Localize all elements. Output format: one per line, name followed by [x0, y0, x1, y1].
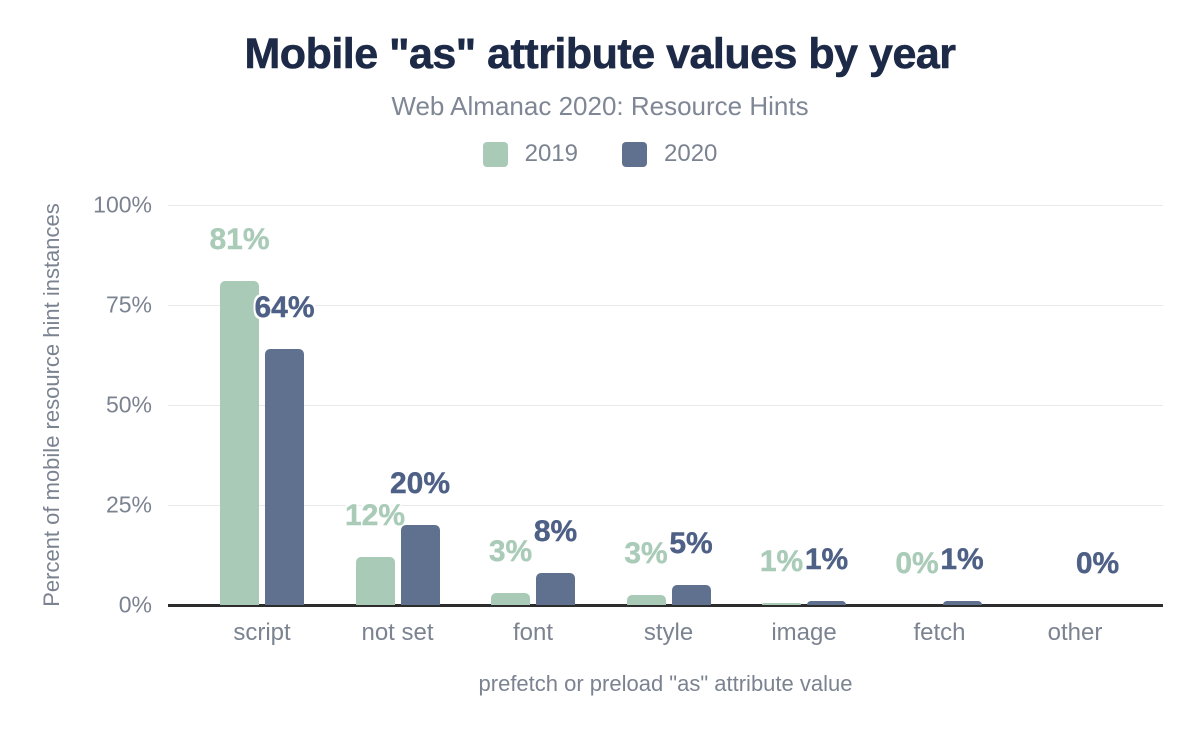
bar-value-label-2020-font: 8%	[533, 515, 578, 548]
x-axis-title: prefetch or preload "as" attribute value	[478, 671, 853, 696]
gridline-75%	[168, 305, 1163, 306]
bar-value-label-2020-other: 0%	[1075, 547, 1120, 580]
bar-value-label-2020-fetch: 1%	[940, 543, 984, 576]
x-category-label-not-set: not set	[361, 619, 434, 646]
legend-item-2020: 2020	[622, 140, 717, 168]
gridline-25%	[168, 505, 1163, 506]
legend-swatch-2020	[622, 141, 647, 167]
bar-2020-style[interactable]	[671, 585, 711, 605]
bar-value-label-2020-image: 1%	[804, 543, 849, 576]
x-category-label-font: font	[512, 619, 554, 646]
bar-2020-image[interactable]	[807, 601, 846, 605]
bar-2020-script[interactable]	[265, 349, 304, 605]
y-tick-label-0%: 0%	[118, 591, 152, 618]
bar-value-label-2020-style: 5%	[669, 527, 713, 560]
y-tick-label-25%: 25%	[105, 491, 152, 518]
bar-2019-image[interactable]	[762, 603, 801, 605]
x-axis-line	[168, 604, 1163, 607]
bar-value-label-2019-style: 3%	[624, 537, 668, 570]
bar-value-label-2019-not-set: 12%	[344, 499, 406, 532]
bar-value-label-2020-script: 64%	[254, 291, 315, 324]
bar-2019-font[interactable]	[491, 593, 530, 605]
x-category-label-fetch: fetch	[913, 619, 966, 646]
y-tick-label-75%: 75%	[105, 291, 152, 318]
bar-value-label-2020-not-set: 20%	[389, 467, 451, 500]
legend-label: 2020	[664, 140, 718, 167]
bar-value-label-2019-image: 1%	[759, 545, 804, 578]
x-category-label-image: image	[771, 619, 837, 646]
plot-area: prefetch or preload "as" attribute value…	[93, 192, 1163, 696]
bar-value-label-2019-fetch: 0%	[895, 547, 939, 580]
bar-value-label-2019-font: 3%	[488, 535, 533, 568]
gridline-100%	[168, 205, 1163, 206]
chart-title: Mobile "as" attribute values by year	[244, 30, 956, 79]
x-category-label-other: other	[1047, 619, 1103, 646]
bar-2020-fetch[interactable]	[942, 601, 982, 605]
legend-item-2019: 2019	[482, 140, 578, 168]
bar-2020-font[interactable]	[536, 573, 575, 605]
x-category-label-style: style	[643, 619, 694, 646]
bar-2020-not-set[interactable]	[400, 525, 440, 605]
legend: 2019 2020	[0, 140, 1200, 168]
bar-2019-style[interactable]	[626, 595, 666, 605]
gridline-50%	[168, 405, 1163, 406]
bar-2019-script[interactable]	[220, 281, 259, 605]
chart-subtitle: Web Almanac 2020: Resource Hints	[391, 91, 809, 121]
x-category-label-script: script	[233, 619, 291, 646]
legend-swatch-2019	[482, 141, 508, 167]
y-tick-label-100%: 100%	[93, 191, 152, 218]
bar-2019-not-set[interactable]	[355, 557, 395, 605]
bar-value-label-2019-script: 81%	[209, 223, 270, 256]
legend-label: 2019	[524, 140, 578, 167]
y-tick-label-50%: 50%	[105, 391, 152, 418]
